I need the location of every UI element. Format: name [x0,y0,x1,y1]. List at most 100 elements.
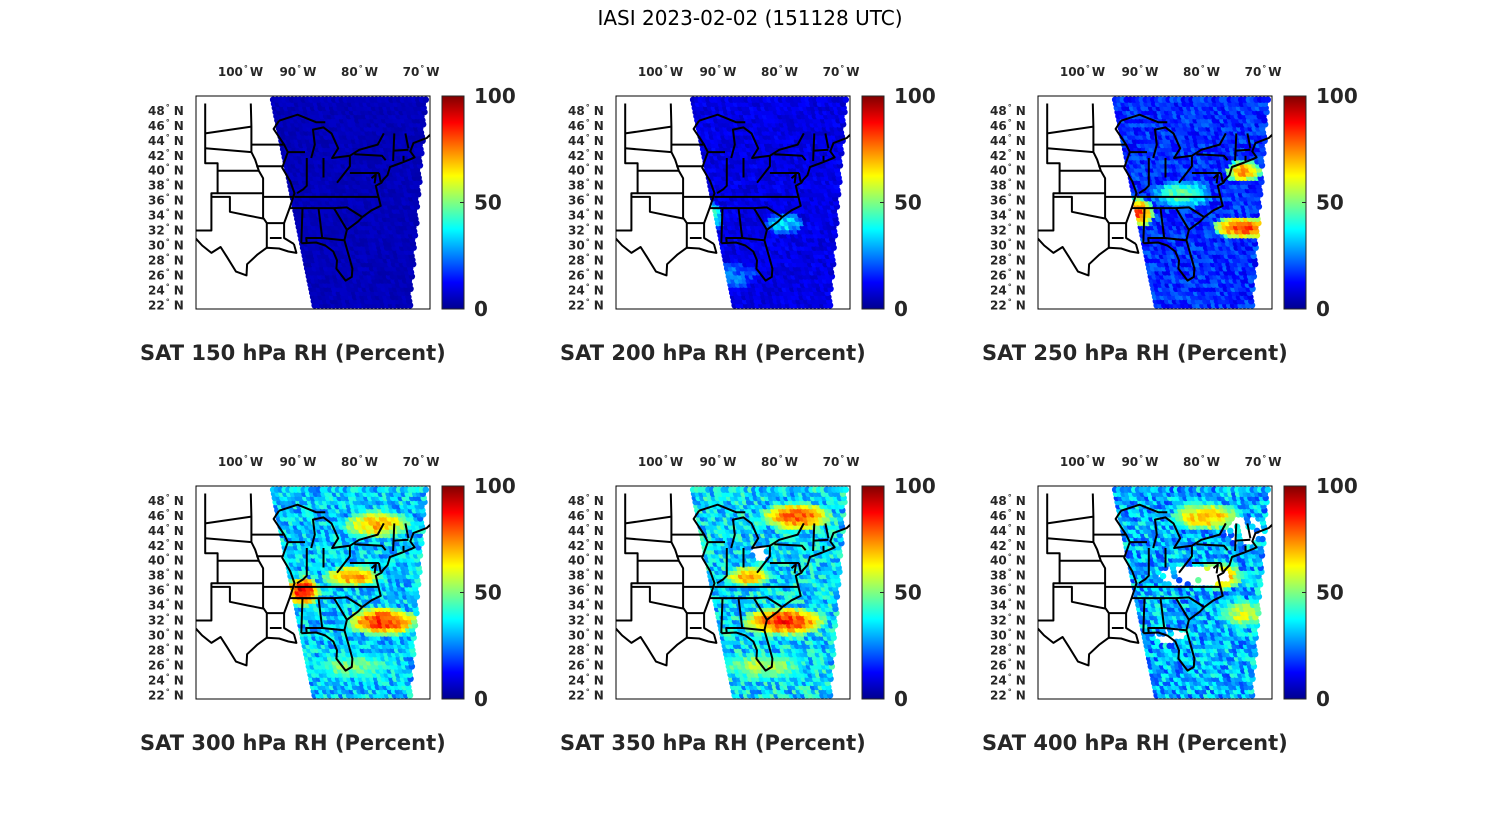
lat-tick-label: 48° N [148,103,184,118]
lat-tick-label: 38° N [148,178,184,193]
lat-tick-label: 40° N [148,163,184,178]
border-line [692,120,716,245]
border-line [753,207,768,231]
border-line [289,206,363,218]
lat-tick-label: 32° N [568,223,604,238]
border-line [616,103,639,232]
border-line [300,208,304,244]
lat-tick-label: 36° N [148,193,184,208]
rh-map: 100° W 90° W 80° W 70° W48° N46° N44° N42° N40° N38°… [990,64,1358,321]
border-line [394,148,409,152]
border-line [716,158,728,195]
lon-tick-label: 90° W [699,64,736,79]
lat-tick-label: 44° N [148,133,184,148]
border-line [370,173,377,184]
border-line [392,133,396,162]
border-line [698,113,746,124]
state-borders [616,103,850,282]
map-panel: 100° W 90° W 80° W 70° W 48° N 46° N 44° N 42° N 40° N 38°… [560,64,988,408]
lat-tick-label: 24° N [568,282,604,297]
colorbar-tick-label: 0 [474,297,488,321]
lat-tick-label: 32° N [148,223,184,238]
lat-tick-label: 26° N [148,267,184,282]
border-line [377,172,382,183]
state-borders [196,103,430,282]
border-line [354,153,387,161]
border-line [296,158,308,195]
lon-tick-label: 100° W [218,64,263,79]
lat-tick-label: 44° N [568,133,604,148]
border-line [278,113,326,124]
border-line [709,206,783,218]
lat-tick-label: 46° N [568,118,604,133]
lat-tick-label: 28° N [148,252,184,267]
lat-tick-label: 30° N [148,237,184,252]
lat-tick-label: 42° N [568,148,604,163]
border-line [333,207,348,231]
border-line [721,134,850,282]
lat-tick-label: 42° N [148,148,184,163]
colorbar-tick-label: 50 [474,191,502,215]
panel-title: SAT 150 hPa RH (Percent) [140,341,446,365]
lat-tick-label: 46° N [148,118,184,133]
border-line [725,207,744,244]
lat-tick-label: 22° N [148,297,184,312]
border-line [631,195,688,248]
lat-tick-label: 48° N [568,103,604,118]
border-line [814,148,829,152]
border-line [272,120,296,245]
lon-tick-label: 80° W [341,64,378,79]
lat-tick-label: 30° N [568,237,604,252]
map-frame [195,95,431,310]
lon-tick-label: 70° W [823,64,860,79]
border-line [756,155,771,184]
lat-tick-label: 24° N [148,282,184,297]
panel-title: SAT 200 hPa RH (Percent) [560,341,866,365]
border-line [797,172,802,183]
lon-tick-label: 80° W [761,64,798,79]
border-line [305,207,324,244]
lat-tick-label: 28° N [568,252,604,267]
lat-tick-label: 38° N [568,178,604,193]
border-line [211,195,268,248]
border-line [404,133,410,149]
rh-map: 100° W 90° W 80° W 70° W 48° N46° N44° N42° N40° N38°… [568,64,936,321]
figure-title: IASI 2023-02-02 (151128 UTC) [597,6,903,30]
border-line [625,147,672,154]
border-line [301,134,430,282]
border-line [249,103,265,219]
map-frame [615,95,851,310]
lat-tick-label: 26° N [568,267,604,282]
border-line [790,173,797,184]
lon-tick-label: 100° W [638,64,683,79]
border-line [730,126,805,159]
lat-tick-label: 36° N [568,193,604,208]
colorbar-tick-label: 50 [894,191,922,215]
border-line [824,133,830,149]
border-line [720,208,724,244]
lat-tick-label: 34° N [148,208,184,223]
border-line [205,147,252,154]
lon-tick-label: 70° W [403,64,440,79]
lat-tick-label: 40° N [568,163,604,178]
border-line [742,237,764,242]
colorbar-tick-label: 100 [894,84,936,108]
border-line [625,125,672,135]
border-line [336,155,351,184]
border-line [196,237,298,277]
border-line [774,153,807,161]
map-panel: 100° W 90° W 80° W 70° W 48° N 46° N 44° N 42° N 40° N 38°… [140,64,568,408]
border-line [310,126,385,159]
map-panel: 100° W 90° W 80° W 70° W 48° N 46° N 44° N 42° N 40° N 38°… [982,64,1410,408]
lat-tick-label: 22° N [568,297,604,312]
lat-tick-label: 34° N [568,208,604,223]
colorbar-tick-label: 0 [894,297,908,321]
border-line [669,103,685,219]
border-line [322,237,344,242]
colorbar-tick-label: 100 [474,84,516,108]
rh-map: 100° W 90° W 80° W 70° W 48° N46° N44° N42° N40° N38°… [148,64,516,321]
lon-tick-label: 90° W [279,64,316,79]
obs-dot [422,96,429,103]
border-line [205,125,252,135]
border-line [812,133,816,162]
